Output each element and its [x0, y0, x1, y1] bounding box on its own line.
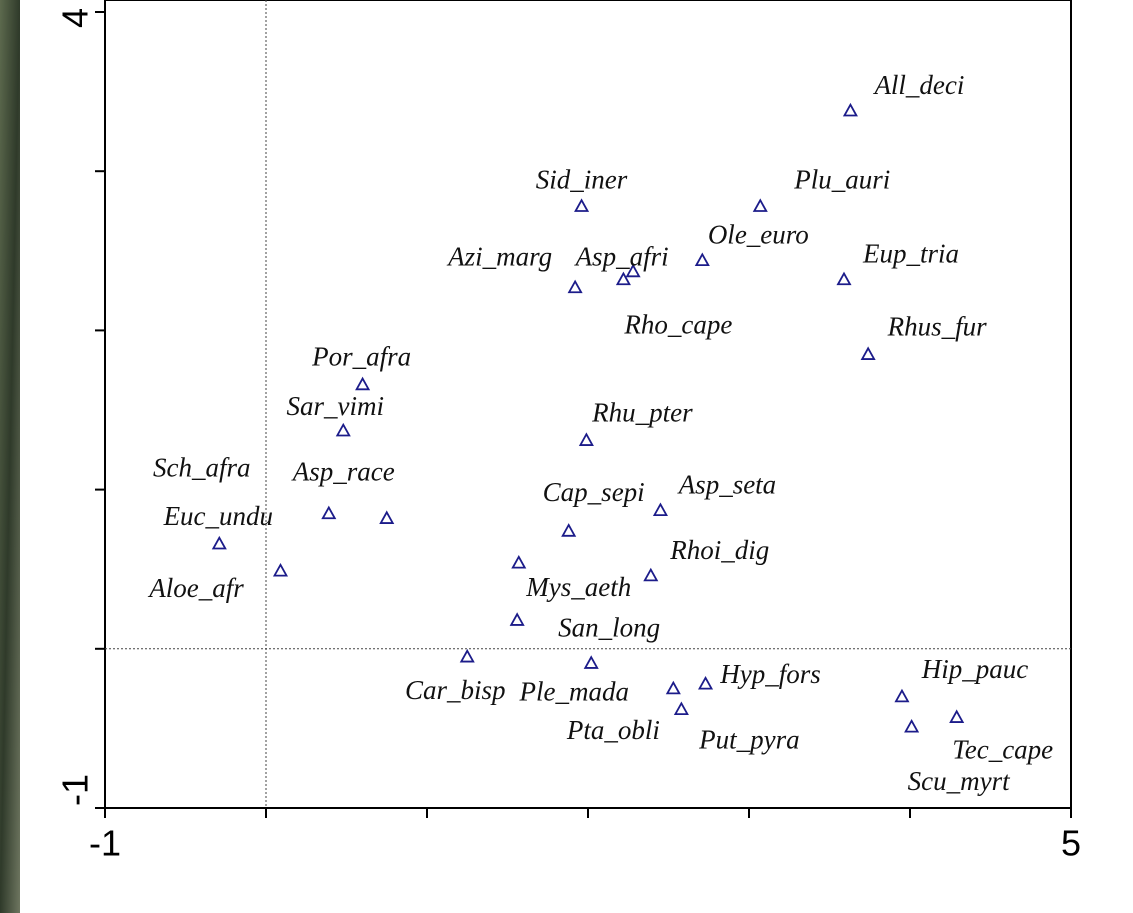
point: [567, 279, 583, 294]
point: [665, 680, 681, 695]
point-label: San_long: [558, 612, 660, 642]
point: [321, 505, 337, 520]
point: [511, 554, 527, 569]
point-label: Rhus_fur: [887, 311, 988, 341]
y-tick-label: 4: [55, 8, 96, 28]
point: [673, 701, 689, 715]
point-label: Sch_afra: [153, 453, 251, 483]
point-label: Por_afra: [311, 342, 411, 372]
point-label: Hyp_fors: [719, 659, 821, 689]
background-strip: [0, 0, 20, 913]
point-label: Cap_sepi: [543, 477, 645, 507]
x-tick-label: 5: [1061, 823, 1081, 864]
point-label: Ole_euro: [708, 220, 809, 250]
point: [860, 346, 876, 360]
point-label: Rhoi_dig: [669, 535, 769, 565]
point-label: Rhu_pter: [591, 397, 693, 427]
point-label: Scu_myrt: [908, 766, 1011, 796]
point-label: Pta_obli: [566, 715, 660, 745]
point-label: Mys_aeth: [525, 572, 631, 602]
point: [335, 422, 351, 437]
point: [211, 535, 227, 550]
point-label: Rho_cape: [623, 310, 732, 340]
point-label: Eup_tria: [862, 239, 959, 269]
point-label: Plu_auri: [793, 164, 890, 194]
point: [459, 648, 475, 663]
point-label: Tec_cape: [952, 734, 1053, 764]
point-label: Azi_marg: [446, 242, 552, 272]
point: [949, 709, 965, 723]
point: [509, 612, 525, 626]
point-label: Sid_iner: [536, 164, 628, 194]
point-label: Car_bisp: [405, 675, 506, 705]
point: [836, 271, 852, 286]
point-label: Euc_undu: [163, 501, 273, 531]
point: [904, 718, 920, 733]
point-label: Asp_afri: [574, 242, 669, 272]
point: [694, 252, 710, 267]
point: [652, 502, 668, 516]
point: [574, 198, 590, 212]
x-tick-label: -1: [89, 823, 121, 864]
point-label: Hip_pauc: [921, 654, 1029, 684]
point-label: All_deci: [872, 70, 964, 100]
point-label: Sar_vimi: [287, 391, 385, 421]
point: [578, 432, 594, 446]
point: [894, 688, 910, 703]
point: [561, 523, 577, 537]
background: [20, 0, 1133, 913]
point: [379, 510, 395, 524]
point: [698, 675, 714, 690]
point: [842, 102, 858, 117]
point: [355, 376, 371, 391]
point-label: Asp_seta: [677, 469, 777, 499]
point-label: Aloe_afr: [147, 573, 244, 603]
point: [752, 198, 768, 212]
point: [615, 271, 631, 286]
point: [583, 655, 599, 669]
point: [643, 567, 659, 582]
point-label: Ple_mada: [518, 676, 628, 706]
point-label: Put_pyra: [698, 724, 800, 754]
point: [625, 263, 641, 278]
y-tick-label: -1: [55, 774, 96, 806]
point: [272, 562, 289, 577]
point-label: Asp_race: [291, 456, 395, 486]
